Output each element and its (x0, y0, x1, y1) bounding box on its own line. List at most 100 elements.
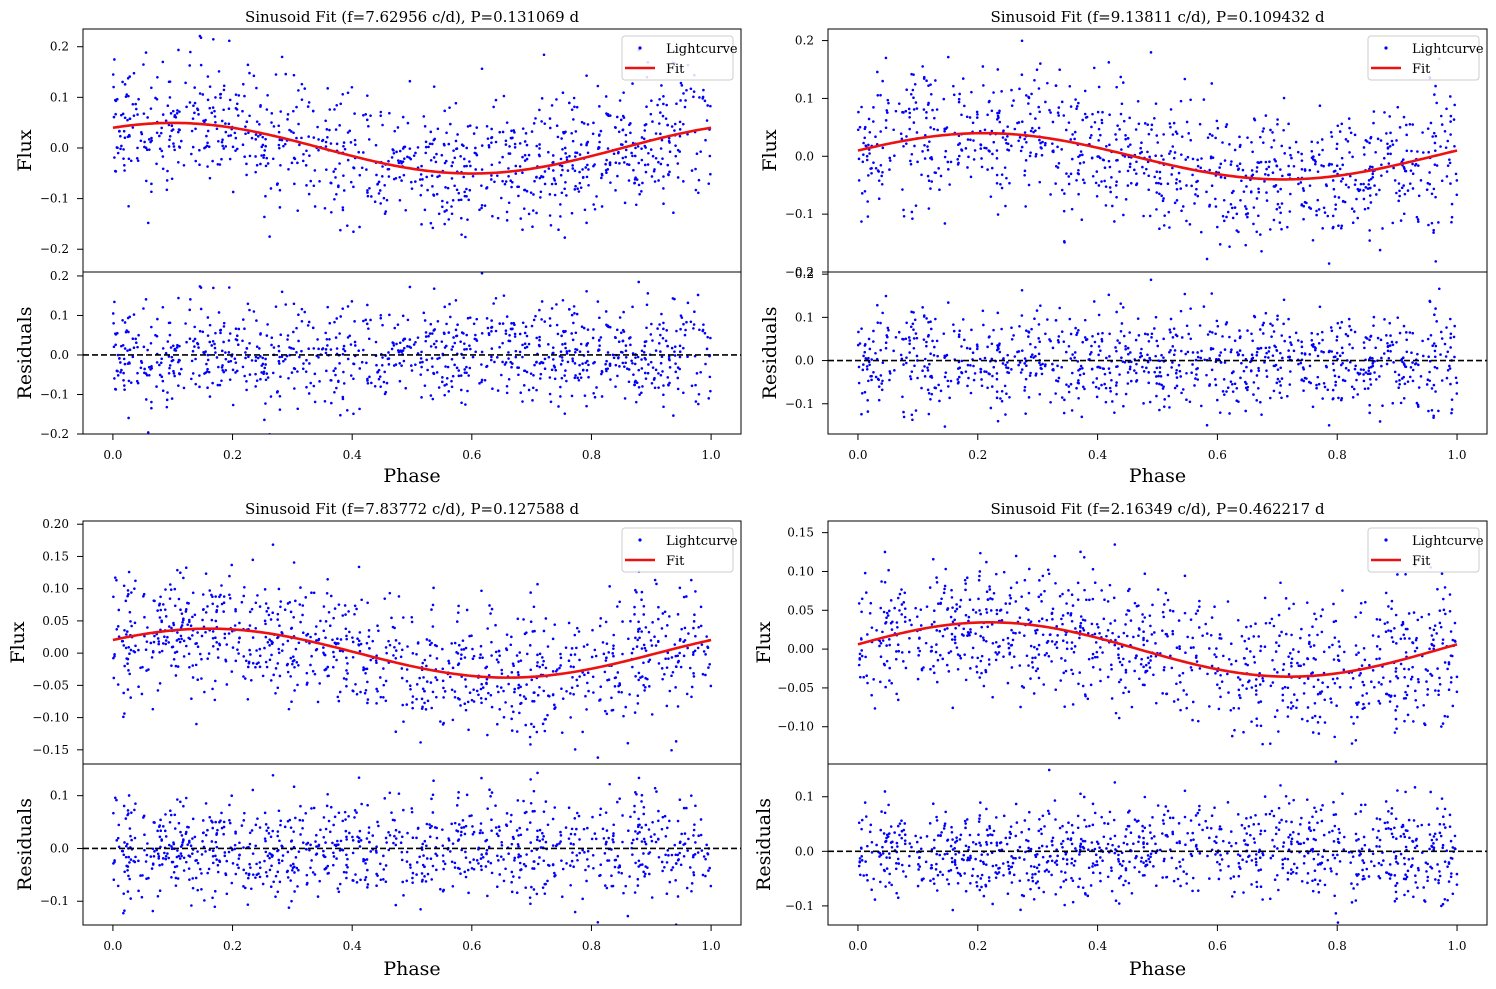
lightcurve-point (1162, 133, 1165, 136)
residual-point (1149, 358, 1152, 362)
lightcurve-point (443, 143, 446, 147)
residual-point (192, 339, 195, 343)
residual-point (431, 332, 434, 335)
lightcurve-point (437, 212, 441, 216)
residual-point (1158, 408, 1161, 412)
lightcurve-point (380, 175, 384, 178)
lightcurve-point (176, 130, 180, 134)
lightcurve-point (211, 159, 214, 163)
lightcurve-point (936, 128, 939, 132)
lightcurve-point (312, 136, 316, 139)
residual-point (539, 372, 543, 376)
residual-point (180, 367, 183, 371)
residual-point (680, 316, 684, 319)
residual-point (1362, 379, 1366, 383)
lightcurve-point (908, 127, 911, 131)
legend-points-marker (638, 46, 642, 50)
lightcurve-point (689, 578, 693, 582)
lightcurve-point (154, 96, 157, 100)
lightcurve-point (1135, 183, 1138, 187)
lightcurve-point (147, 148, 151, 151)
lightcurve-point (294, 599, 297, 603)
residual-point (667, 355, 671, 358)
lightcurve-point (293, 182, 296, 186)
residual-point (1111, 400, 1114, 403)
lightcurve-point (1101, 110, 1104, 114)
lightcurve-point (1105, 145, 1108, 148)
lightcurve-point (569, 716, 572, 719)
lightcurve-point (206, 75, 210, 78)
lightcurve-point (123, 116, 127, 120)
lightcurve-point (366, 701, 369, 705)
residual-point (592, 328, 595, 331)
lightcurve-point (1172, 156, 1176, 160)
lightcurve-point (182, 576, 185, 580)
lightcurve-point (159, 131, 163, 135)
residual-point (572, 321, 575, 325)
lightcurve-point (416, 642, 420, 645)
lightcurve-point (699, 150, 702, 153)
lightcurve-point (565, 156, 569, 159)
residual-point (1113, 411, 1116, 414)
lightcurve-point (1255, 170, 1259, 173)
residual-point (1134, 338, 1138, 342)
residual-point (651, 366, 655, 369)
lightcurve-point (517, 185, 521, 189)
lightcurve-point (490, 178, 493, 181)
lightcurve-point (1155, 208, 1158, 211)
residual-point (1251, 339, 1254, 343)
lightcurve-point (1257, 214, 1260, 218)
lightcurve-point (511, 662, 515, 665)
lightcurve-point (702, 650, 706, 653)
lightcurve-point (276, 636, 279, 640)
lightcurve-point (1332, 225, 1335, 229)
lightcurve-point (523, 140, 527, 143)
lightcurve-point (420, 697, 424, 701)
residual-point (398, 341, 402, 345)
lightcurve-point (469, 164, 472, 168)
x-tick-label: 0.8 (582, 448, 601, 462)
lightcurve-point (248, 71, 251, 75)
residual-point (379, 314, 383, 317)
residual-point (1032, 356, 1035, 359)
residual-point (1171, 336, 1175, 339)
residual-point (633, 383, 637, 387)
lightcurve-point (573, 155, 577, 158)
lightcurve-point (650, 99, 653, 103)
lightcurve-point (211, 602, 215, 606)
lightcurve-point (1335, 164, 1339, 168)
lightcurve-point (429, 158, 433, 162)
lightcurve-point (946, 55, 950, 59)
residual-y-tick-label: 0.1 (50, 308, 69, 322)
residual-point (1104, 386, 1108, 390)
lightcurve-point (1020, 145, 1024, 149)
lightcurve-point (419, 193, 423, 197)
lightcurve-point (190, 129, 194, 133)
residual-point (425, 358, 428, 362)
lightcurve-point (519, 217, 523, 220)
residual-point (1071, 263, 1074, 266)
lightcurve-point (678, 120, 682, 124)
lightcurve-point (512, 664, 515, 667)
residual-point (1096, 332, 1100, 336)
lightcurve-point (1006, 135, 1009, 138)
residual-point (345, 409, 349, 412)
residual-point (250, 359, 254, 362)
residual-point (282, 359, 285, 363)
lightcurve-point (929, 126, 932, 129)
residual-point (1142, 402, 1145, 405)
lightcurve-point (383, 212, 387, 215)
lightcurve-point (223, 636, 227, 640)
residual-point (1000, 327, 1003, 331)
lightcurve-point (453, 690, 457, 693)
residual-point (379, 316, 383, 320)
residual-point (134, 337, 137, 341)
residual-point (1051, 346, 1055, 350)
lightcurve-point (431, 185, 434, 188)
lightcurve-point (116, 625, 120, 628)
lightcurve-point (310, 591, 313, 594)
lightcurve-point (1191, 173, 1194, 177)
residual-point (432, 287, 436, 290)
lightcurve-point (1097, 139, 1100, 142)
residual-point (134, 341, 138, 345)
